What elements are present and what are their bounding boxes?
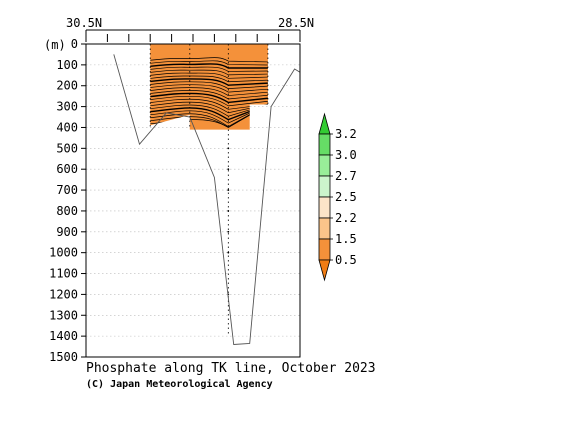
y-tick-label: 800 <box>56 204 78 218</box>
station-sample-dot <box>227 147 230 150</box>
legend-label: 3.2 <box>335 127 357 141</box>
contour-line <box>150 81 268 90</box>
y-tick-label: 1200 <box>49 287 78 301</box>
y-tick-label: 1400 <box>49 329 78 343</box>
axes: 0 100 200 300 400 500 600 700 800 900 1000 1100 1200… <box>49 29 301 364</box>
y-tick-label: 400 <box>56 120 78 134</box>
contour-line <box>150 69 268 76</box>
station-sample-dot <box>227 210 230 212</box>
legend-label: 1.5 <box>335 232 357 246</box>
contour-line <box>150 78 268 86</box>
contour-line <box>150 90 268 100</box>
y-axis-unit-label: (m) <box>44 38 66 52</box>
legend-swatch <box>318 238 331 261</box>
legend-label: 2.7 <box>335 169 357 183</box>
legend-label: 2.5 <box>335 190 357 204</box>
legend-arrow-top <box>318 112 331 135</box>
contour-line <box>150 104 268 124</box>
station-sample-dot <box>227 251 230 254</box>
y-tick-label: 900 <box>56 225 78 239</box>
plot-frame <box>85 43 301 358</box>
y-tick-label: 600 <box>56 162 78 176</box>
y-tick-label: 1500 <box>49 350 78 364</box>
contour-line <box>150 87 268 96</box>
contour-line <box>150 104 268 117</box>
legend-swatch <box>318 133 331 156</box>
station-markers <box>149 44 269 337</box>
contour-line <box>150 63 268 69</box>
contour-line <box>150 104 268 127</box>
y-tick-label: 1300 <box>49 308 78 322</box>
legend-swatch <box>318 154 331 177</box>
legend-swatch <box>318 175 331 198</box>
legend-swatch <box>318 196 331 219</box>
station-sample-dot <box>227 189 230 191</box>
y-tick-label: 700 <box>56 183 78 197</box>
y-tick-label: 300 <box>56 100 78 114</box>
color-legend: 3.2 3.0 2.7 2.5 2.2 1.5 0.5 <box>318 112 357 282</box>
legend-label: 3.0 <box>335 148 357 162</box>
legend-arrow-bottom <box>318 259 331 282</box>
y-tick-label: 500 <box>56 141 78 155</box>
contour-line <box>150 92 268 104</box>
station-sample-dot <box>227 168 230 171</box>
legend-label: 0.5 <box>335 253 357 267</box>
y-tick-label: 100 <box>56 58 78 72</box>
y-tick-label: 0 <box>71 37 78 51</box>
x-axis-left-label: 30.5N <box>66 16 102 30</box>
contour-line <box>150 101 268 114</box>
sea-bottom-profile <box>113 54 301 345</box>
x-axis-right-label: 28.5N <box>278 16 314 30</box>
y-tick-label: 1000 <box>49 246 78 260</box>
y-tick-label: 200 <box>56 79 78 93</box>
contour-line <box>150 72 268 79</box>
chart-title: Phosphate along TK line, October 2023 <box>86 361 376 376</box>
legend-swatch <box>318 217 331 240</box>
legend-label: 2.2 <box>335 211 357 225</box>
y-tick-label: 1100 <box>49 267 78 281</box>
station-sample-dot <box>227 230 230 233</box>
contour-line <box>150 95 268 107</box>
contour-line <box>150 60 268 66</box>
chart-credit: (C) Japan Meteorological Agency <box>86 378 273 390</box>
